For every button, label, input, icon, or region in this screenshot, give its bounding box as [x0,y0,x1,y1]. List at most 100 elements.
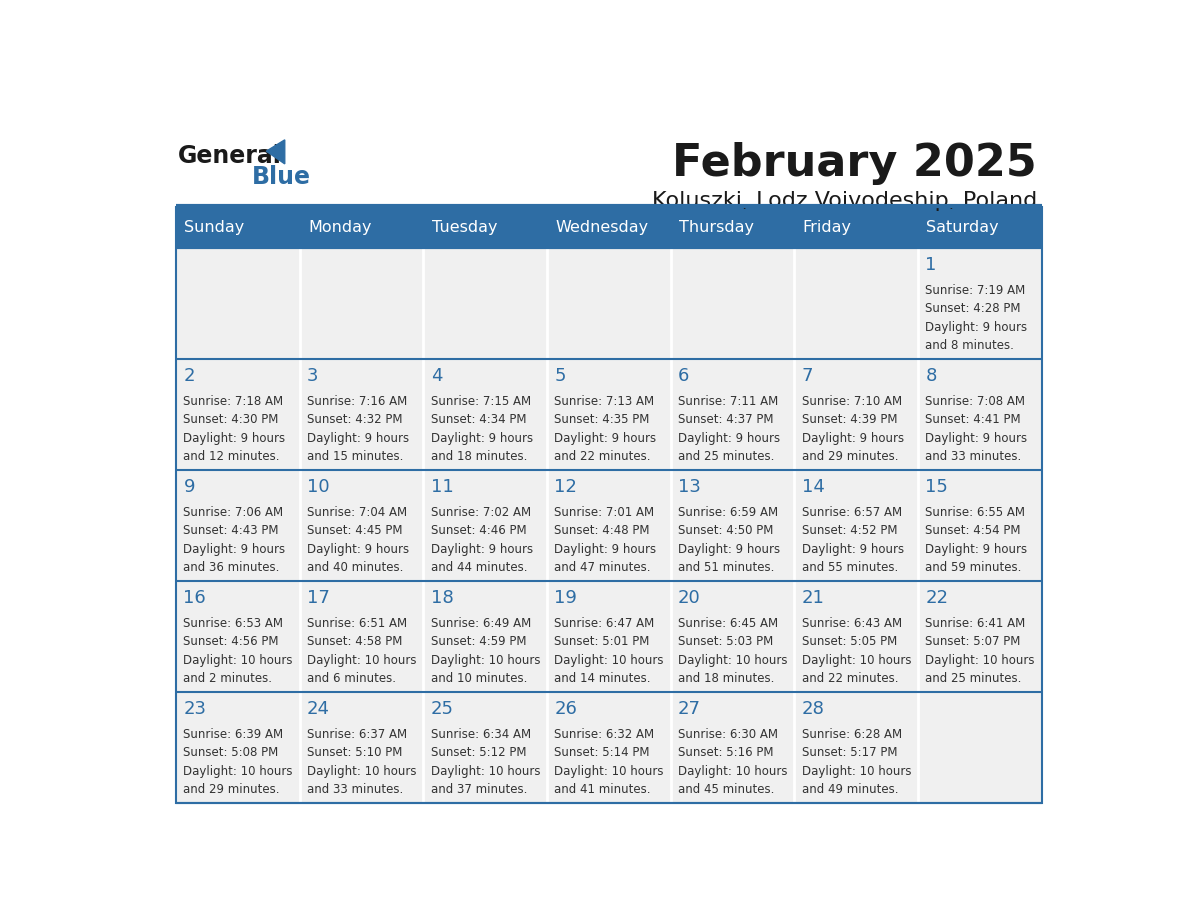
Bar [176,692,299,803]
Bar [546,581,671,692]
Text: Sunset: 5:10 PM: Sunset: 5:10 PM [308,746,403,759]
Text: 2: 2 [183,367,195,386]
Text: and 45 minutes.: and 45 minutes. [678,783,775,796]
Text: Sunset: 4:52 PM: Sunset: 4:52 PM [802,524,897,537]
Text: and 10 minutes.: and 10 minutes. [431,672,527,685]
Text: Friday: Friday [803,220,852,235]
Bar [546,207,671,248]
Text: Daylight: 10 hours: Daylight: 10 hours [431,654,541,666]
Text: Sunrise: 6:45 AM: Sunrise: 6:45 AM [678,617,778,630]
Text: and 18 minutes.: and 18 minutes. [678,672,775,685]
Text: and 25 minutes.: and 25 minutes. [925,672,1022,685]
Bar [299,470,423,581]
Text: Sunset: 4:46 PM: Sunset: 4:46 PM [431,524,526,537]
Bar [299,248,423,359]
Bar [299,581,423,692]
Text: and 22 minutes.: and 22 minutes. [555,450,651,464]
Text: Sunset: 4:48 PM: Sunset: 4:48 PM [555,524,650,537]
Text: Sunrise: 6:59 AM: Sunrise: 6:59 AM [678,506,778,519]
Text: Sunrise: 7:01 AM: Sunrise: 7:01 AM [555,506,655,519]
Text: General: General [178,144,282,168]
Text: Sunset: 4:28 PM: Sunset: 4:28 PM [925,302,1020,316]
Text: 9: 9 [183,478,195,497]
Text: and 55 minutes.: and 55 minutes. [802,561,898,574]
Bar [546,248,671,359]
Text: Sunrise: 6:32 AM: Sunrise: 6:32 AM [555,728,655,741]
Text: Sunset: 4:30 PM: Sunset: 4:30 PM [183,413,279,426]
Text: Sunrise: 6:47 AM: Sunrise: 6:47 AM [555,617,655,630]
Text: and 44 minutes.: and 44 minutes. [431,561,527,574]
Text: 20: 20 [678,589,701,608]
Text: Sunset: 5:17 PM: Sunset: 5:17 PM [802,746,897,759]
Text: Sunrise: 6:30 AM: Sunrise: 6:30 AM [678,728,778,741]
Text: 28: 28 [802,700,824,719]
Bar [176,248,299,359]
Polygon shape [266,140,285,164]
Text: Sunrise: 6:53 AM: Sunrise: 6:53 AM [183,617,284,630]
Text: Saturday: Saturday [927,220,999,235]
Text: Sunset: 4:43 PM: Sunset: 4:43 PM [183,524,279,537]
Text: Sunrise: 7:06 AM: Sunrise: 7:06 AM [183,506,284,519]
Text: Sunset: 4:35 PM: Sunset: 4:35 PM [555,413,650,426]
Bar [299,692,423,803]
Text: 19: 19 [555,589,577,608]
Bar [423,581,546,692]
Text: Daylight: 9 hours: Daylight: 9 hours [925,320,1028,334]
Text: Sunset: 5:07 PM: Sunset: 5:07 PM [925,635,1020,648]
Bar [918,581,1042,692]
Text: Daylight: 9 hours: Daylight: 9 hours [678,431,781,445]
Text: and 8 minutes.: and 8 minutes. [925,339,1015,353]
Text: Sunrise: 7:11 AM: Sunrise: 7:11 AM [678,395,778,408]
Text: Sunrise: 7:10 AM: Sunrise: 7:10 AM [802,395,902,408]
Text: Daylight: 9 hours: Daylight: 9 hours [431,543,533,555]
Bar [546,692,671,803]
Bar [546,470,671,581]
Text: 7: 7 [802,367,813,386]
Text: Sunrise: 6:49 AM: Sunrise: 6:49 AM [431,617,531,630]
Text: 16: 16 [183,589,207,608]
Text: and 2 minutes.: and 2 minutes. [183,672,272,685]
Text: 10: 10 [308,478,330,497]
Bar [176,470,299,581]
Text: Daylight: 9 hours: Daylight: 9 hours [555,543,657,555]
Text: Sunset: 5:16 PM: Sunset: 5:16 PM [678,746,773,759]
Text: Sunrise: 7:15 AM: Sunrise: 7:15 AM [431,395,531,408]
Text: 12: 12 [555,478,577,497]
Text: and 12 minutes.: and 12 minutes. [183,450,280,464]
Bar [671,248,795,359]
Text: Sunset: 4:32 PM: Sunset: 4:32 PM [308,413,403,426]
Text: 27: 27 [678,700,701,719]
Bar [671,470,795,581]
Bar [299,359,423,470]
Text: 11: 11 [431,478,454,497]
Text: Daylight: 10 hours: Daylight: 10 hours [555,765,664,778]
Text: Sunset: 4:50 PM: Sunset: 4:50 PM [678,524,773,537]
Text: and 47 minutes.: and 47 minutes. [555,561,651,574]
Text: Sunset: 5:01 PM: Sunset: 5:01 PM [555,635,650,648]
Text: and 51 minutes.: and 51 minutes. [678,561,775,574]
Text: and 14 minutes.: and 14 minutes. [555,672,651,685]
Text: and 41 minutes.: and 41 minutes. [555,783,651,796]
Text: Daylight: 10 hours: Daylight: 10 hours [308,654,417,666]
Text: and 22 minutes.: and 22 minutes. [802,672,898,685]
Text: 22: 22 [925,589,948,608]
Text: Daylight: 10 hours: Daylight: 10 hours [678,765,788,778]
Text: Sunrise: 7:16 AM: Sunrise: 7:16 AM [308,395,407,408]
Text: Sunrise: 6:43 AM: Sunrise: 6:43 AM [802,617,902,630]
Text: 18: 18 [431,589,454,608]
Text: and 29 minutes.: and 29 minutes. [802,450,898,464]
Text: Daylight: 10 hours: Daylight: 10 hours [308,765,417,778]
Text: 15: 15 [925,478,948,497]
Text: and 6 minutes.: and 6 minutes. [308,672,396,685]
Text: Daylight: 9 hours: Daylight: 9 hours [678,543,781,555]
Text: Daylight: 10 hours: Daylight: 10 hours [678,654,788,666]
Text: Sunset: 5:14 PM: Sunset: 5:14 PM [555,746,650,759]
Text: Daylight: 9 hours: Daylight: 9 hours [431,431,533,445]
Bar [795,359,918,470]
Text: Daylight: 9 hours: Daylight: 9 hours [308,543,409,555]
Bar [795,248,918,359]
Bar [795,207,918,248]
Text: Sunset: 4:41 PM: Sunset: 4:41 PM [925,413,1020,426]
Text: Sunrise: 7:08 AM: Sunrise: 7:08 AM [925,395,1025,408]
Bar [795,692,918,803]
